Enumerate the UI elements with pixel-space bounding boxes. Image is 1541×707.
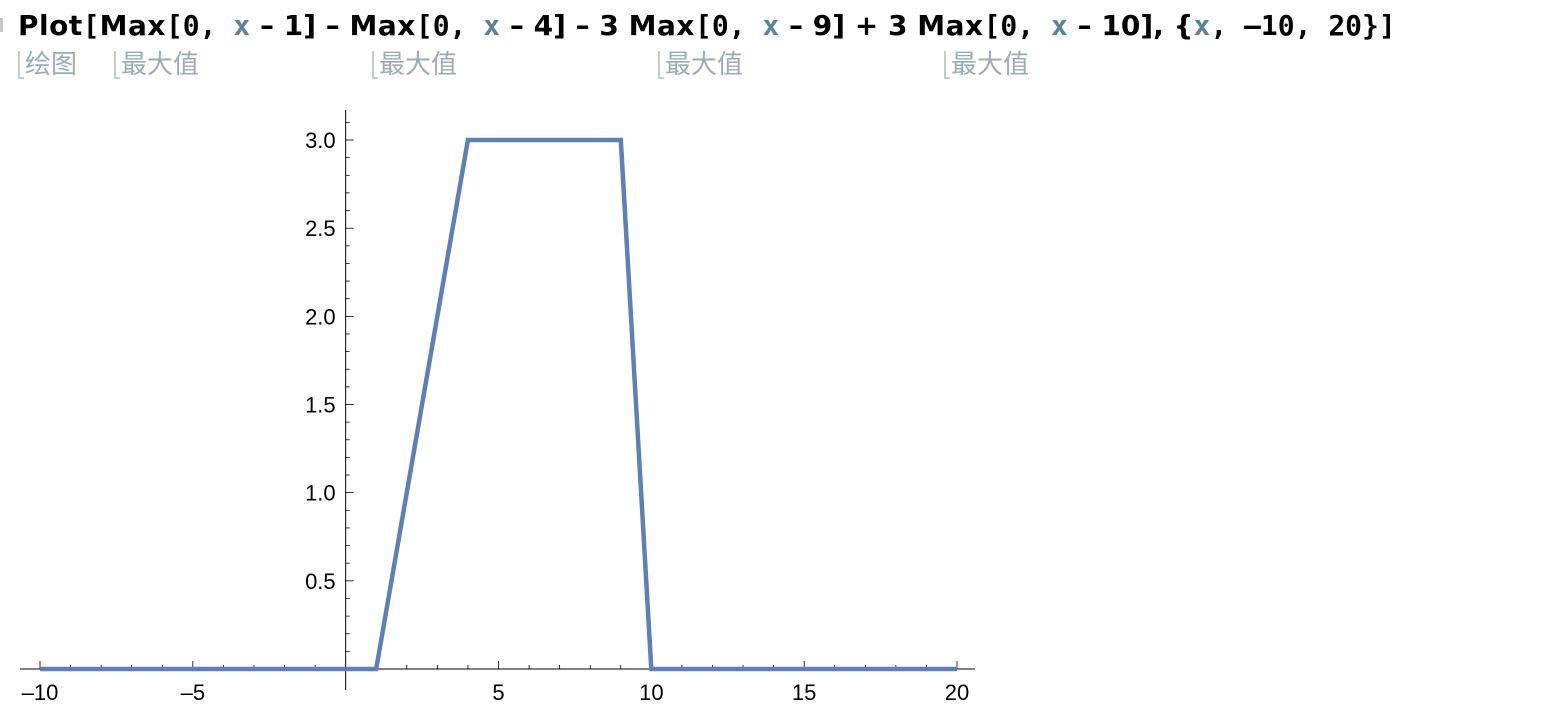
syntax-token: [ [82,9,100,42]
hint-max-label: 最大值 [665,50,744,80]
syntax-token: [0, [983,9,1052,42]
function-token: Max [628,9,695,42]
x-tick-label: 20 [945,680,969,705]
hint-plot[interactable]: 绘图 [18,48,77,82]
hint-max-3[interactable]: 最大值 [658,48,743,82]
x-tick-label: 10 [639,680,663,705]
function-token: Max [349,9,416,42]
cell-bracket-mark [0,18,3,32]
syntax-token: – 1] – [250,9,350,42]
syntax-token: [0, [694,9,763,42]
function-token: Max [917,9,984,42]
y-tick-label: 3.0 [305,128,336,153]
syntax-token: – 9] + 3 [779,9,918,42]
y-tick-label: 0.5 [305,569,336,594]
plot-ticks [39,121,958,669]
function-token: Plot [18,9,83,42]
plot-tick-labels: –10 –5 5 10 15 20 0.5 1.0 1.5 2.0 2.5 3.0 [22,128,970,705]
x-tick-label: 15 [792,680,816,705]
variable-token: x [1051,9,1068,42]
variable-token: x [233,9,251,42]
hint-bracket-icon [372,51,378,79]
hint-plot-label: 绘图 [25,50,78,80]
hint-max-1[interactable]: 最大值 [114,48,199,82]
syntax-token: [0, [415,9,484,42]
plot-series [40,137,957,672]
function-token: Max [99,9,166,42]
y-tick-label: 1.5 [305,393,336,418]
hint-max-2[interactable]: 最大值 [372,48,457,82]
plot-axes [20,110,975,690]
hint-bracket-icon [18,51,24,79]
hint-max-4[interactable]: 最大值 [944,48,1029,82]
y-tick-label: 2.0 [305,304,336,329]
hint-bracket-icon [944,51,950,79]
hint-max-label: 最大值 [951,50,1030,80]
hint-max-label: 最大值 [121,50,200,80]
hint-bracket-icon [658,51,664,79]
hint-bracket-icon [114,51,120,79]
variable-token: x [483,9,501,42]
x-tick-label: 5 [492,680,504,705]
input-expression[interactable]: Plot[Max[0, x – 1] – Max[0, x – 4] – 3 M… [18,6,1396,46]
variable-token: x [762,9,780,42]
syntax-token: – 4] – 3 [500,9,629,42]
series-line [40,137,957,672]
x-tick-label: –5 [181,680,205,705]
syntax-token: [0, [165,9,234,42]
syntax-token: , –10, 20}] [1210,9,1396,42]
y-tick-label: 1.0 [305,481,336,506]
hint-max-label: 最大值 [379,50,458,80]
x-tick-label: –10 [22,680,59,705]
variable-token: x [1193,9,1211,42]
y-tick-label: 2.5 [305,216,336,241]
syntax-token: – 10], { [1067,9,1194,42]
